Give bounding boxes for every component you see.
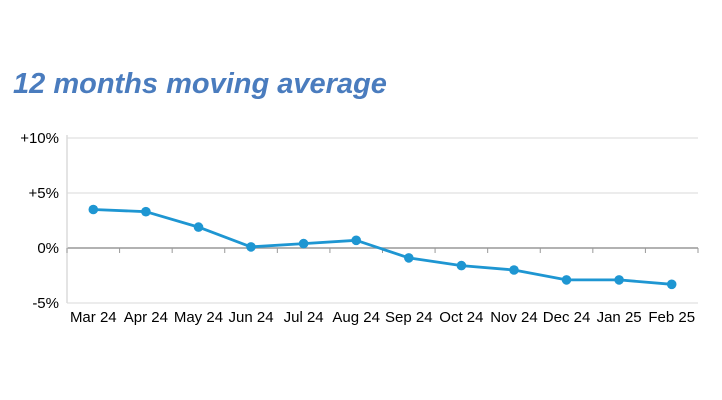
data-point-marker <box>141 206 151 217</box>
data-point-marker <box>298 238 309 249</box>
y-axis-tick-label: +10% <box>20 130 59 147</box>
data-point-marker <box>193 222 204 232</box>
y-axis-tick-label: 0% <box>37 240 59 257</box>
x-axis-category-label: May 24 <box>174 309 223 326</box>
data-point-marker <box>246 242 256 252</box>
x-axis-category-label: Apr 24 <box>124 309 168 326</box>
data-point-marker <box>88 204 99 215</box>
data-point-marker <box>456 260 467 271</box>
data-point-marker <box>614 275 624 285</box>
x-axis-category-label: Dec 24 <box>543 309 591 326</box>
data-point-marker <box>561 275 572 285</box>
x-axis-category-label: Jan 25 <box>597 309 642 326</box>
x-axis-category-label: Sep 24 <box>385 309 433 326</box>
data-point-marker <box>404 253 414 263</box>
x-axis-category-label: Jul 24 <box>284 309 324 326</box>
data-point-marker <box>351 235 362 246</box>
y-axis-tick-label: +5% <box>29 185 59 202</box>
data-point-marker <box>509 265 519 275</box>
chart-title: 12 months moving average <box>13 68 387 100</box>
x-axis-category-label: Jun 24 <box>229 309 274 326</box>
moving-average-line <box>91 208 674 286</box>
x-axis-category-label: Nov 24 <box>490 309 538 326</box>
y-axis-tick-label: -5% <box>32 295 59 312</box>
data-point-marker <box>666 279 677 290</box>
x-axis-category-label: Feb 25 <box>648 309 695 326</box>
x-axis-category-label: Mar 24 <box>70 309 117 326</box>
x-axis-category-label: Oct 24 <box>439 309 483 326</box>
x-axis-category-label: Aug 24 <box>332 309 380 326</box>
